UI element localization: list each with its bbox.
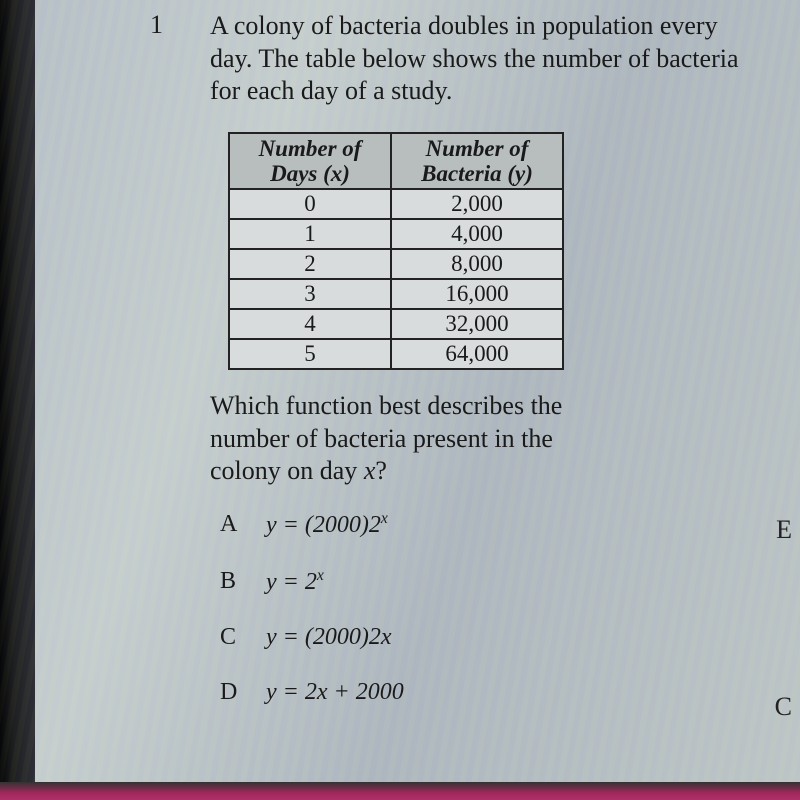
question-block: 1 A colony of bacteria doubles in popula… [150, 10, 750, 734]
question-stem: A colony of bacteria doubles in populati… [210, 10, 750, 108]
answer-formula: y = (2000)2x [266, 510, 388, 539]
question-prompt: Which function best describes the number… [210, 390, 750, 488]
answer-B[interactable]: B y = 2x [220, 567, 750, 596]
table-row: 432,000 [229, 309, 563, 339]
question-number: 1 [150, 10, 210, 40]
table-row: 02,000 [229, 189, 563, 219]
answer-formula: y = 2x [266, 567, 324, 596]
table-header-y: Number of Bacteria (y) [391, 133, 563, 190]
screen-bezel-left [0, 0, 35, 800]
header-x-l1: Number of [259, 136, 362, 161]
answer-list: A y = (2000)2x B y = 2x C y = (2000)2x D… [220, 510, 750, 706]
cell-y: 4,000 [391, 219, 563, 249]
partial-letter-C: C [775, 692, 792, 722]
cell-x: 2 [229, 249, 391, 279]
cell-x: 1 [229, 219, 391, 249]
cell-y: 64,000 [391, 339, 563, 369]
data-table-wrap: Number of Days (x) Number of Bacteria (y… [228, 132, 750, 371]
cell-y: 2,000 [391, 189, 563, 219]
cell-y: 32,000 [391, 309, 563, 339]
question-header: 1 A colony of bacteria doubles in popula… [150, 10, 750, 108]
answer-D[interactable]: D y = 2x + 2000 [220, 679, 750, 706]
cell-y: 8,000 [391, 249, 563, 279]
answer-letter: D [220, 679, 266, 706]
header-y-l2: Bacteria (y) [421, 161, 533, 186]
answer-formula: y = 2x + 2000 [266, 679, 404, 706]
screen-bezel-bottom [0, 782, 800, 800]
table-header-x: Number of Days (x) [229, 133, 391, 190]
cell-x: 3 [229, 279, 391, 309]
answer-letter: C [220, 624, 266, 651]
answer-letter: A [220, 511, 266, 538]
table-row: 14,000 [229, 219, 563, 249]
table-row: 28,000 [229, 249, 563, 279]
data-table: Number of Days (x) Number of Bacteria (y… [228, 132, 564, 371]
table-row: 564,000 [229, 339, 563, 369]
cell-x: 0 [229, 189, 391, 219]
answer-A[interactable]: A y = (2000)2x [220, 510, 750, 539]
answer-letter: B [220, 568, 266, 595]
table-row: 316,000 [229, 279, 563, 309]
cell-y: 16,000 [391, 279, 563, 309]
answer-formula: y = (2000)2x [266, 624, 391, 651]
header-y-l1: Number of [426, 136, 529, 161]
cell-x: 4 [229, 309, 391, 339]
partial-letter-E: E [776, 515, 792, 545]
header-x-l2: Days (x) [270, 161, 350, 186]
answer-C[interactable]: C y = (2000)2x [220, 624, 750, 651]
cell-x: 5 [229, 339, 391, 369]
